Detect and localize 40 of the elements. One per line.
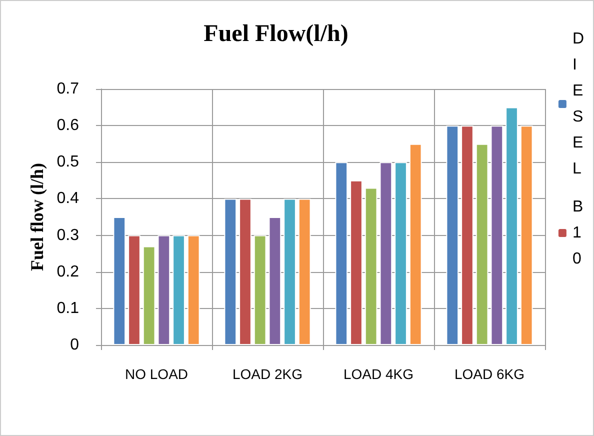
x-tick-label: LOAD 2KG [232, 366, 303, 382]
bar [380, 162, 392, 345]
bar [364, 188, 378, 345]
bar [284, 198, 296, 345]
y-tick-label: 0.6 [56, 117, 80, 134]
x-tick-label: LOAD 6KG [454, 366, 525, 382]
x-tick-label: LOAD 4KG [343, 366, 414, 382]
bar [394, 162, 407, 345]
y-tick-label: 0 [70, 336, 80, 354]
bar [490, 126, 504, 345]
bar [350, 180, 362, 345]
chart-title: Fuel Flow(l/h) [204, 21, 348, 47]
y-tick-label: 0.2 [56, 263, 80, 280]
bar [446, 126, 459, 345]
y-tick-label: 0.3 [56, 226, 80, 244]
bar [128, 235, 140, 345]
y-tick-label: 0.7 [56, 80, 80, 98]
bar [224, 198, 237, 345]
bar [239, 198, 252, 345]
y-tick-label: 0.5 [56, 154, 80, 171]
bar [268, 217, 282, 345]
y-axis-title: Fuel flow (l/h) [26, 163, 47, 271]
bar [335, 162, 348, 345]
bar [142, 246, 156, 345]
bar [476, 144, 488, 345]
bar [506, 107, 518, 345]
bar [409, 144, 422, 345]
bar [187, 235, 200, 345]
y-tick-label: 0.1 [56, 300, 80, 317]
x-tick-label: NO LOAD [124, 366, 188, 382]
bar [461, 126, 474, 345]
bar [254, 235, 266, 345]
bar [172, 235, 185, 345]
legend-label: DIESEL [572, 30, 584, 178]
bar [158, 235, 170, 345]
y-tick-label: 0.4 [56, 190, 80, 208]
bar [520, 126, 533, 345]
legend-label: B10 [572, 198, 584, 268]
bar [113, 217, 126, 345]
bar [298, 198, 311, 345]
